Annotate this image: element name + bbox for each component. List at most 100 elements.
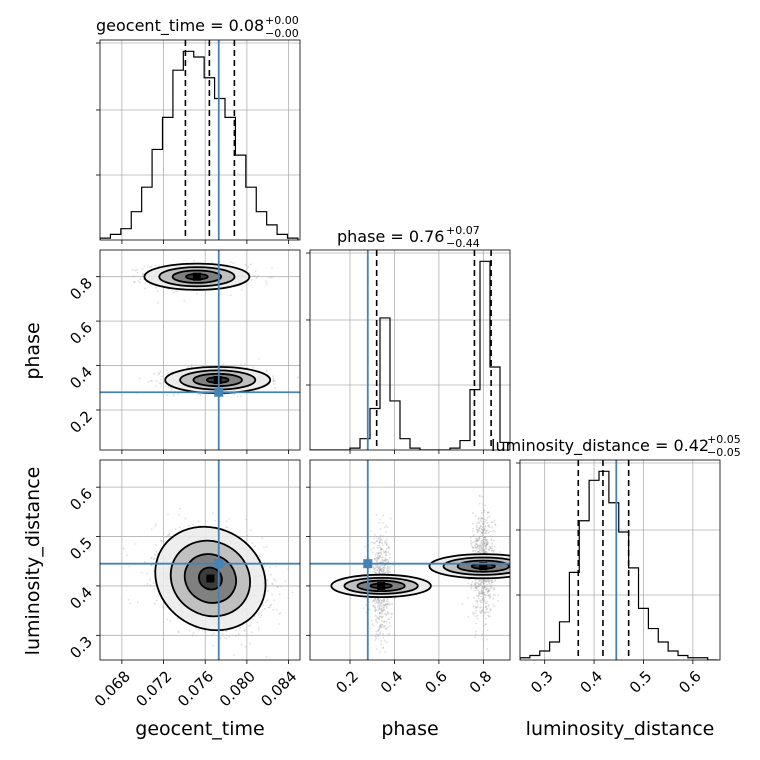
sample-point: [378, 608, 381, 611]
sample-point: [386, 602, 389, 605]
sample-point: [481, 585, 484, 588]
sample-point: [477, 530, 479, 533]
sample-point: [482, 599, 485, 602]
sample-point: [233, 654, 236, 656]
sample-point: [481, 590, 483, 592]
sample-point: [489, 546, 492, 549]
sample-point: [369, 530, 372, 532]
sample-point: [386, 599, 389, 601]
sample-point: [143, 561, 146, 563]
sample-point: [259, 555, 261, 558]
sample-point: [487, 590, 490, 593]
sample-point: [482, 509, 485, 511]
sample-point: [474, 583, 476, 585]
sample-point: [485, 547, 488, 550]
sample-point: [385, 603, 388, 605]
sample-point: [487, 589, 490, 591]
sample-point: [493, 546, 496, 548]
sample-point: [481, 541, 483, 543]
sample-point: [489, 588, 491, 590]
sample-point: [177, 630, 180, 633]
sample-point: [153, 373, 155, 375]
sample-point: [480, 595, 482, 598]
sample-point: [481, 531, 484, 534]
sample-point: [492, 550, 495, 552]
sample-point: [371, 623, 374, 626]
sample-point: [150, 556, 153, 559]
sample-point: [368, 601, 371, 604]
sample-point: [476, 538, 479, 541]
sample-point: [380, 626, 383, 628]
sample-point: [382, 568, 384, 571]
sample-point: [234, 635, 237, 637]
sample-point: [380, 569, 382, 571]
sample-point: [480, 591, 483, 594]
sample-point: [232, 262, 235, 264]
ylabel-phase: phase: [22, 322, 44, 379]
sample-point: [480, 517, 483, 520]
sample-point: [196, 292, 198, 295]
sample-point: [481, 633, 484, 636]
sample-point: [197, 629, 200, 631]
sample-point: [212, 512, 214, 514]
sample-point: [382, 626, 385, 628]
sample-point: [381, 556, 384, 558]
sample-point: [491, 526, 494, 529]
sample-point: [487, 588, 489, 590]
sample-point: [383, 608, 385, 611]
sample-point: [138, 377, 141, 380]
sample-point: [490, 538, 493, 541]
sample-point: [373, 537, 375, 540]
sample-point: [477, 547, 479, 550]
sample-point: [489, 586, 492, 588]
sample-point: [492, 588, 495, 591]
sample-point: [485, 623, 488, 626]
sample-point: [473, 583, 476, 585]
sample-point: [379, 625, 382, 628]
density-peak: [192, 272, 201, 281]
sample-point: [485, 538, 488, 541]
sample-point: [383, 600, 385, 602]
sample-point: [233, 393, 236, 396]
sample-point: [374, 569, 376, 572]
sample-point: [374, 639, 376, 641]
sample-point: [287, 568, 289, 570]
sample-point: [482, 547, 484, 550]
sample-point: [152, 582, 155, 584]
sample-point: [211, 633, 214, 636]
sample-point: [389, 603, 391, 606]
sample-point: [479, 495, 481, 498]
density-peak: [479, 562, 488, 571]
sample-point: [478, 590, 481, 593]
sample-point: [266, 578, 268, 581]
sample-point: [482, 624, 485, 627]
sample-point: [478, 537, 481, 540]
sample-point: [385, 542, 388, 545]
density-peak: [213, 376, 222, 384]
sample-point: [475, 537, 478, 540]
sample-point: [487, 590, 490, 592]
sample-point: [191, 634, 194, 637]
sample-point: [386, 598, 389, 600]
sample-point: [168, 533, 171, 535]
sample-point: [214, 519, 216, 522]
sample-point: [272, 380, 274, 383]
sample-point: [482, 598, 485, 601]
sample-point: [476, 539, 479, 542]
sample-point: [253, 274, 256, 277]
sample-point: [382, 646, 385, 649]
sample-point: [480, 541, 483, 544]
sample-point: [479, 584, 482, 586]
sample-point: [127, 598, 130, 601]
sample-point: [481, 549, 484, 552]
sample-point: [486, 592, 489, 595]
sample-point: [155, 550, 158, 553]
sample-point: [385, 554, 388, 556]
sample-point: [487, 616, 490, 618]
sample-point: [394, 634, 396, 637]
sample-point: [481, 598, 484, 601]
sample-point: [487, 542, 489, 545]
sample-point: [153, 588, 156, 591]
sample-point: [483, 591, 485, 594]
sample-point: [480, 586, 483, 589]
